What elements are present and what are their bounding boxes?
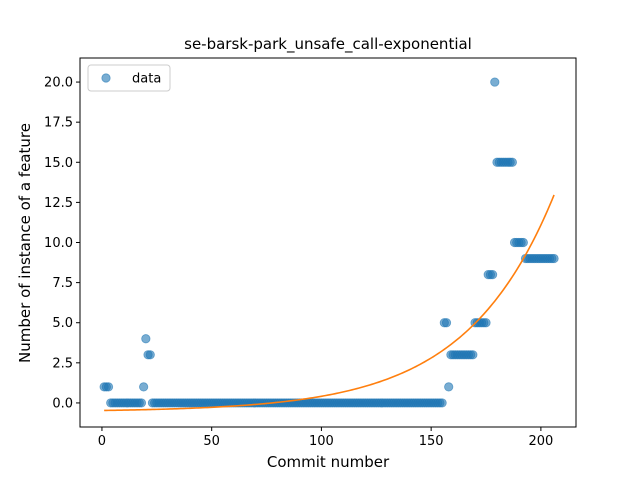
chart-title: se-barsk-park_unsafe_call-exponential: [184, 35, 472, 54]
x-axis-label: Commit number: [267, 453, 390, 471]
legend: data: [87, 64, 171, 92]
x-tick-label: 50: [203, 434, 220, 449]
data-point: [103, 382, 114, 392]
data-point: [444, 382, 454, 392]
data-point: [487, 269, 498, 280]
y-tick-label: 20.0: [44, 76, 73, 91]
y-tick-label: 17.5: [44, 116, 73, 131]
y-tick-label: 10.0: [44, 236, 73, 251]
legend-label-data: data: [132, 72, 161, 87]
y-tick-label: 0.0: [52, 396, 73, 411]
data-point: [139, 382, 149, 392]
data-point: [468, 350, 478, 360]
data-point: [141, 334, 151, 344]
plot-area: 0 50 100 150 200 0.0 2.5 5.0 7.5 10.0 12.5 15.0 17.5…: [44, 57, 577, 449]
y-tick-label: 15.0: [44, 156, 73, 171]
fit-line: [104, 194, 555, 412]
legend-marker-data: [101, 73, 111, 83]
y-tick-label: 12.5: [44, 196, 73, 211]
y-tick-label: 2.5: [52, 356, 73, 371]
x-tick-label: 150: [419, 434, 444, 449]
x-tick-label: 200: [528, 434, 553, 449]
data-point: [136, 398, 147, 408]
data-point: [437, 398, 447, 408]
data-point: [145, 350, 155, 360]
x-tick-label: 0: [98, 434, 106, 449]
data-point: [441, 318, 452, 328]
y-tick-label: 5.0: [52, 316, 73, 331]
data-point: [549, 253, 559, 264]
data-point: [518, 237, 528, 248]
legend-frame: [87, 64, 171, 92]
y-tick-label: 7.5: [52, 276, 73, 291]
y-axis-label: Number of instance of a feature: [16, 123, 34, 363]
data-point: [507, 157, 517, 167]
data-point: [490, 77, 500, 87]
data-point: [481, 318, 491, 328]
x-tick-label: 100: [309, 434, 334, 449]
